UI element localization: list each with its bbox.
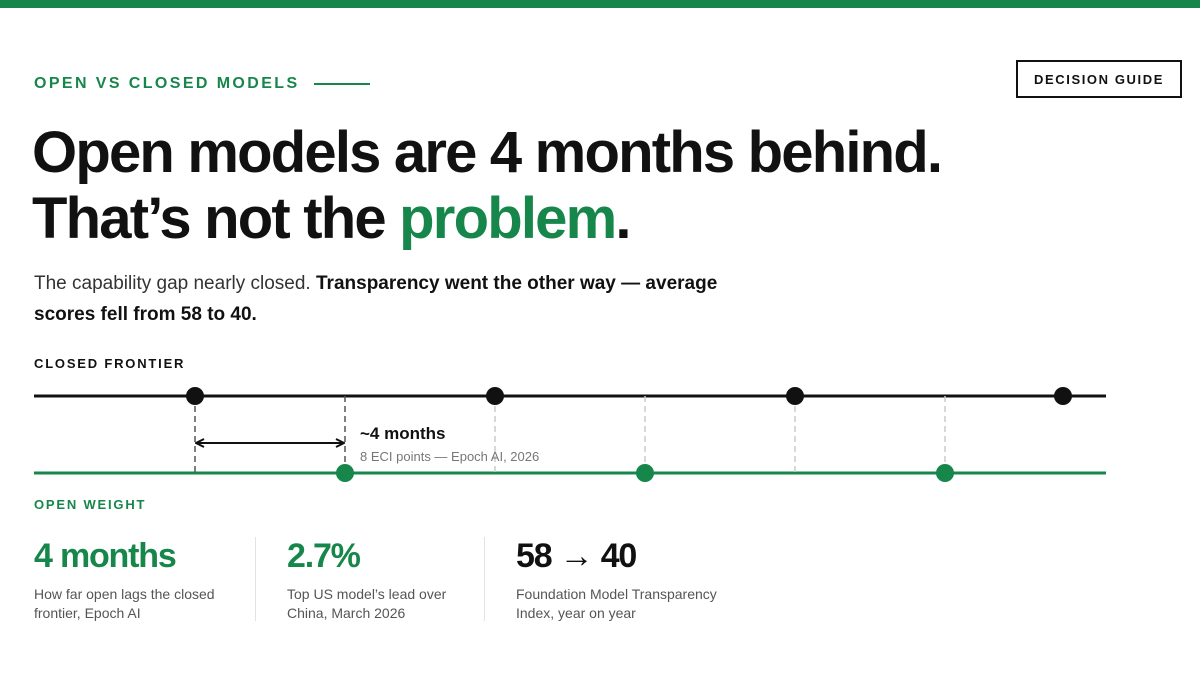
- stat-lag-value: 4 months: [34, 537, 177, 575]
- closed-frontier-node: [786, 387, 804, 405]
- stat-us-lead-description: Top US model’s lead over China, March 20…: [287, 585, 446, 623]
- lag-sublabel: 8 ECI points — Epoch AI, 2026: [360, 449, 539, 464]
- headline-line-2-end: .: [615, 186, 631, 251]
- headline-accent-word: problem: [399, 186, 617, 251]
- stat-transparency-desc-line-1: Foundation Model Transparency: [516, 586, 717, 602]
- stat-us-lead-desc-line-2: China, March 2026: [287, 605, 406, 621]
- stat-us-lead: 2.7% Top US model’s lead over China, Mar…: [287, 535, 446, 623]
- stat-transparency-value: 58 → 40: [516, 537, 637, 575]
- stat-transparency-description: Foundation Model Transparency Index, yea…: [516, 585, 717, 623]
- stat-us-lead-desc-line-1: Top US model’s lead over: [287, 586, 447, 602]
- stat-lag-desc-line-2: frontier, Epoch AI: [34, 605, 141, 621]
- open-weight-node: [636, 464, 654, 482]
- stat-divider: [255, 537, 256, 621]
- open-weight-label: OPEN WEIGHT: [34, 497, 147, 512]
- stat-transparency-desc-line-2: Index, year on year: [516, 605, 636, 621]
- stat-lag-desc-line-1: How far open lags the closed: [34, 586, 215, 602]
- headline: Open models are 4 months behind. That’s …: [32, 120, 943, 252]
- subhead-normal: The capability gap nearly closed.: [34, 273, 316, 294]
- subheadline: The capability gap nearly closed. Transp…: [34, 268, 734, 330]
- decision-guide-button[interactable]: DECISION GUIDE: [1016, 60, 1182, 98]
- headline-line-2-start: That’s not the: [32, 186, 400, 251]
- open-weight-node: [336, 464, 354, 482]
- eyebrow-rule: [313, 83, 370, 85]
- eyebrow-label: OPEN VS CLOSED MODELS: [34, 75, 300, 92]
- headline-line-1: Open models are 4 months behind.: [32, 120, 943, 185]
- stat-transparency: 58 → 40 Foundation Model Transparency In…: [516, 535, 717, 623]
- lag-label: ~4 months: [360, 424, 446, 443]
- stat-divider: [484, 537, 485, 621]
- open-weight-node: [936, 464, 954, 482]
- stat-lag: 4 months How far open lags the closed fr…: [34, 535, 215, 623]
- subhead-bold: Transparency went the other way — averag…: [34, 273, 718, 325]
- stat-us-lead-value: 2.7%: [287, 537, 361, 575]
- top-accent-bar: [0, 0, 1200, 8]
- eyebrow-row: OPEN VS CLOSED MODELS: [34, 75, 370, 93]
- closed-frontier-node: [1054, 387, 1072, 405]
- closed-frontier-label: CLOSED FRONTIER: [34, 356, 186, 371]
- closed-frontier-node: [486, 387, 504, 405]
- timeline-diagram: ~4 months 8 ECI points — Epoch AI, 2026: [34, 387, 1106, 482]
- closed-frontier-node: [186, 387, 204, 405]
- stat-lag-description: How far open lags the closed frontier, E…: [34, 585, 215, 623]
